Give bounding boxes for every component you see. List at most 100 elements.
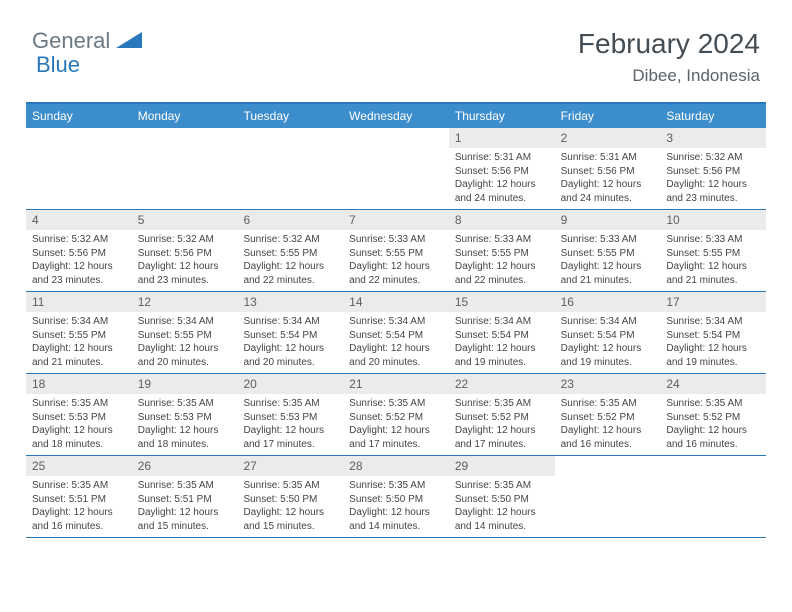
day-cell: 12Sunrise: 5:34 AMSunset: 5:55 PMDayligh… [132, 292, 238, 373]
day-number [555, 456, 661, 476]
day-number: 1 [449, 128, 555, 148]
day-cell: 21Sunrise: 5:35 AMSunset: 5:52 PMDayligh… [343, 374, 449, 455]
day-number: 9 [555, 210, 661, 230]
day-info: Sunrise: 5:33 AMSunset: 5:55 PMDaylight:… [343, 230, 449, 287]
day-number: 24 [660, 374, 766, 394]
logo-text-blue-wrap: Blue [36, 52, 80, 78]
day-cell: 4Sunrise: 5:32 AMSunset: 5:56 PMDaylight… [26, 210, 132, 291]
day-info: Sunrise: 5:35 AMSunset: 5:52 PMDaylight:… [660, 394, 766, 451]
weekday-header: Sunday [26, 104, 132, 128]
day-cell: 25Sunrise: 5:35 AMSunset: 5:51 PMDayligh… [26, 456, 132, 537]
day-info: Sunrise: 5:34 AMSunset: 5:55 PMDaylight:… [132, 312, 238, 369]
day-info: Sunrise: 5:34 AMSunset: 5:55 PMDaylight:… [26, 312, 132, 369]
day-cell: 6Sunrise: 5:32 AMSunset: 5:55 PMDaylight… [237, 210, 343, 291]
day-cell [237, 128, 343, 209]
day-number: 13 [237, 292, 343, 312]
day-info: Sunrise: 5:34 AMSunset: 5:54 PMDaylight:… [449, 312, 555, 369]
day-cell: 24Sunrise: 5:35 AMSunset: 5:52 PMDayligh… [660, 374, 766, 455]
day-number: 12 [132, 292, 238, 312]
day-info: Sunrise: 5:32 AMSunset: 5:56 PMDaylight:… [132, 230, 238, 287]
day-info: Sunrise: 5:35 AMSunset: 5:50 PMDaylight:… [343, 476, 449, 533]
day-info: Sunrise: 5:35 AMSunset: 5:52 PMDaylight:… [343, 394, 449, 451]
day-number [660, 456, 766, 476]
weekday-header: Saturday [660, 104, 766, 128]
week-row: 11Sunrise: 5:34 AMSunset: 5:55 PMDayligh… [26, 292, 766, 374]
header: General February 2024 Dibee, Indonesia [0, 0, 792, 96]
logo-triangle-icon [116, 30, 142, 53]
day-cell: 11Sunrise: 5:34 AMSunset: 5:55 PMDayligh… [26, 292, 132, 373]
day-info: Sunrise: 5:33 AMSunset: 5:55 PMDaylight:… [555, 230, 661, 287]
page-title: February 2024 [578, 28, 760, 60]
day-number: 2 [555, 128, 661, 148]
day-number: 3 [660, 128, 766, 148]
day-info: Sunrise: 5:33 AMSunset: 5:55 PMDaylight:… [449, 230, 555, 287]
day-info: Sunrise: 5:35 AMSunset: 5:52 PMDaylight:… [555, 394, 661, 451]
day-cell: 9Sunrise: 5:33 AMSunset: 5:55 PMDaylight… [555, 210, 661, 291]
day-number: 22 [449, 374, 555, 394]
location-text: Dibee, Indonesia [578, 66, 760, 86]
day-info: Sunrise: 5:35 AMSunset: 5:51 PMDaylight:… [26, 476, 132, 533]
day-info: Sunrise: 5:34 AMSunset: 5:54 PMDaylight:… [660, 312, 766, 369]
day-info: Sunrise: 5:34 AMSunset: 5:54 PMDaylight:… [343, 312, 449, 369]
day-number: 10 [660, 210, 766, 230]
day-info: Sunrise: 5:35 AMSunset: 5:52 PMDaylight:… [449, 394, 555, 451]
day-cell: 15Sunrise: 5:34 AMSunset: 5:54 PMDayligh… [449, 292, 555, 373]
day-number: 25 [26, 456, 132, 476]
day-info: Sunrise: 5:32 AMSunset: 5:56 PMDaylight:… [26, 230, 132, 287]
day-number: 6 [237, 210, 343, 230]
day-number: 18 [26, 374, 132, 394]
day-number: 23 [555, 374, 661, 394]
week-row: 1Sunrise: 5:31 AMSunset: 5:56 PMDaylight… [26, 128, 766, 210]
title-block: February 2024 Dibee, Indonesia [578, 28, 760, 86]
day-number: 27 [237, 456, 343, 476]
day-cell: 1Sunrise: 5:31 AMSunset: 5:56 PMDaylight… [449, 128, 555, 209]
day-cell [343, 128, 449, 209]
weekday-header: Wednesday [343, 104, 449, 128]
day-number [132, 128, 238, 148]
weekday-header: Tuesday [237, 104, 343, 128]
day-cell: 20Sunrise: 5:35 AMSunset: 5:53 PMDayligh… [237, 374, 343, 455]
day-cell: 17Sunrise: 5:34 AMSunset: 5:54 PMDayligh… [660, 292, 766, 373]
day-number: 16 [555, 292, 661, 312]
day-cell: 3Sunrise: 5:32 AMSunset: 5:56 PMDaylight… [660, 128, 766, 209]
day-info: Sunrise: 5:34 AMSunset: 5:54 PMDaylight:… [237, 312, 343, 369]
day-cell: 16Sunrise: 5:34 AMSunset: 5:54 PMDayligh… [555, 292, 661, 373]
day-number: 15 [449, 292, 555, 312]
weekday-header: Thursday [449, 104, 555, 128]
day-number: 17 [660, 292, 766, 312]
day-cell [26, 128, 132, 209]
day-cell: 27Sunrise: 5:35 AMSunset: 5:50 PMDayligh… [237, 456, 343, 537]
day-number [26, 128, 132, 148]
day-cell [132, 128, 238, 209]
day-cell: 28Sunrise: 5:35 AMSunset: 5:50 PMDayligh… [343, 456, 449, 537]
day-cell: 23Sunrise: 5:35 AMSunset: 5:52 PMDayligh… [555, 374, 661, 455]
day-number: 5 [132, 210, 238, 230]
day-info: Sunrise: 5:35 AMSunset: 5:50 PMDaylight:… [449, 476, 555, 533]
day-cell: 2Sunrise: 5:31 AMSunset: 5:56 PMDaylight… [555, 128, 661, 209]
day-info: Sunrise: 5:32 AMSunset: 5:56 PMDaylight:… [660, 148, 766, 205]
day-info: Sunrise: 5:32 AMSunset: 5:55 PMDaylight:… [237, 230, 343, 287]
day-number: 14 [343, 292, 449, 312]
day-number: 21 [343, 374, 449, 394]
day-number [343, 128, 449, 148]
day-number: 8 [449, 210, 555, 230]
day-cell [660, 456, 766, 537]
week-row: 25Sunrise: 5:35 AMSunset: 5:51 PMDayligh… [26, 456, 766, 538]
logo-text-general: General [32, 28, 110, 54]
day-cell: 22Sunrise: 5:35 AMSunset: 5:52 PMDayligh… [449, 374, 555, 455]
day-cell: 19Sunrise: 5:35 AMSunset: 5:53 PMDayligh… [132, 374, 238, 455]
day-cell: 13Sunrise: 5:34 AMSunset: 5:54 PMDayligh… [237, 292, 343, 373]
day-number: 19 [132, 374, 238, 394]
day-info: Sunrise: 5:35 AMSunset: 5:53 PMDaylight:… [132, 394, 238, 451]
day-number: 11 [26, 292, 132, 312]
day-cell: 26Sunrise: 5:35 AMSunset: 5:51 PMDayligh… [132, 456, 238, 537]
day-cell: 8Sunrise: 5:33 AMSunset: 5:55 PMDaylight… [449, 210, 555, 291]
day-cell: 10Sunrise: 5:33 AMSunset: 5:55 PMDayligh… [660, 210, 766, 291]
day-info: Sunrise: 5:31 AMSunset: 5:56 PMDaylight:… [555, 148, 661, 205]
day-number: 28 [343, 456, 449, 476]
day-info: Sunrise: 5:33 AMSunset: 5:55 PMDaylight:… [660, 230, 766, 287]
day-info: Sunrise: 5:35 AMSunset: 5:53 PMDaylight:… [26, 394, 132, 451]
day-info: Sunrise: 5:35 AMSunset: 5:50 PMDaylight:… [237, 476, 343, 533]
weekday-header: Monday [132, 104, 238, 128]
day-number: 7 [343, 210, 449, 230]
